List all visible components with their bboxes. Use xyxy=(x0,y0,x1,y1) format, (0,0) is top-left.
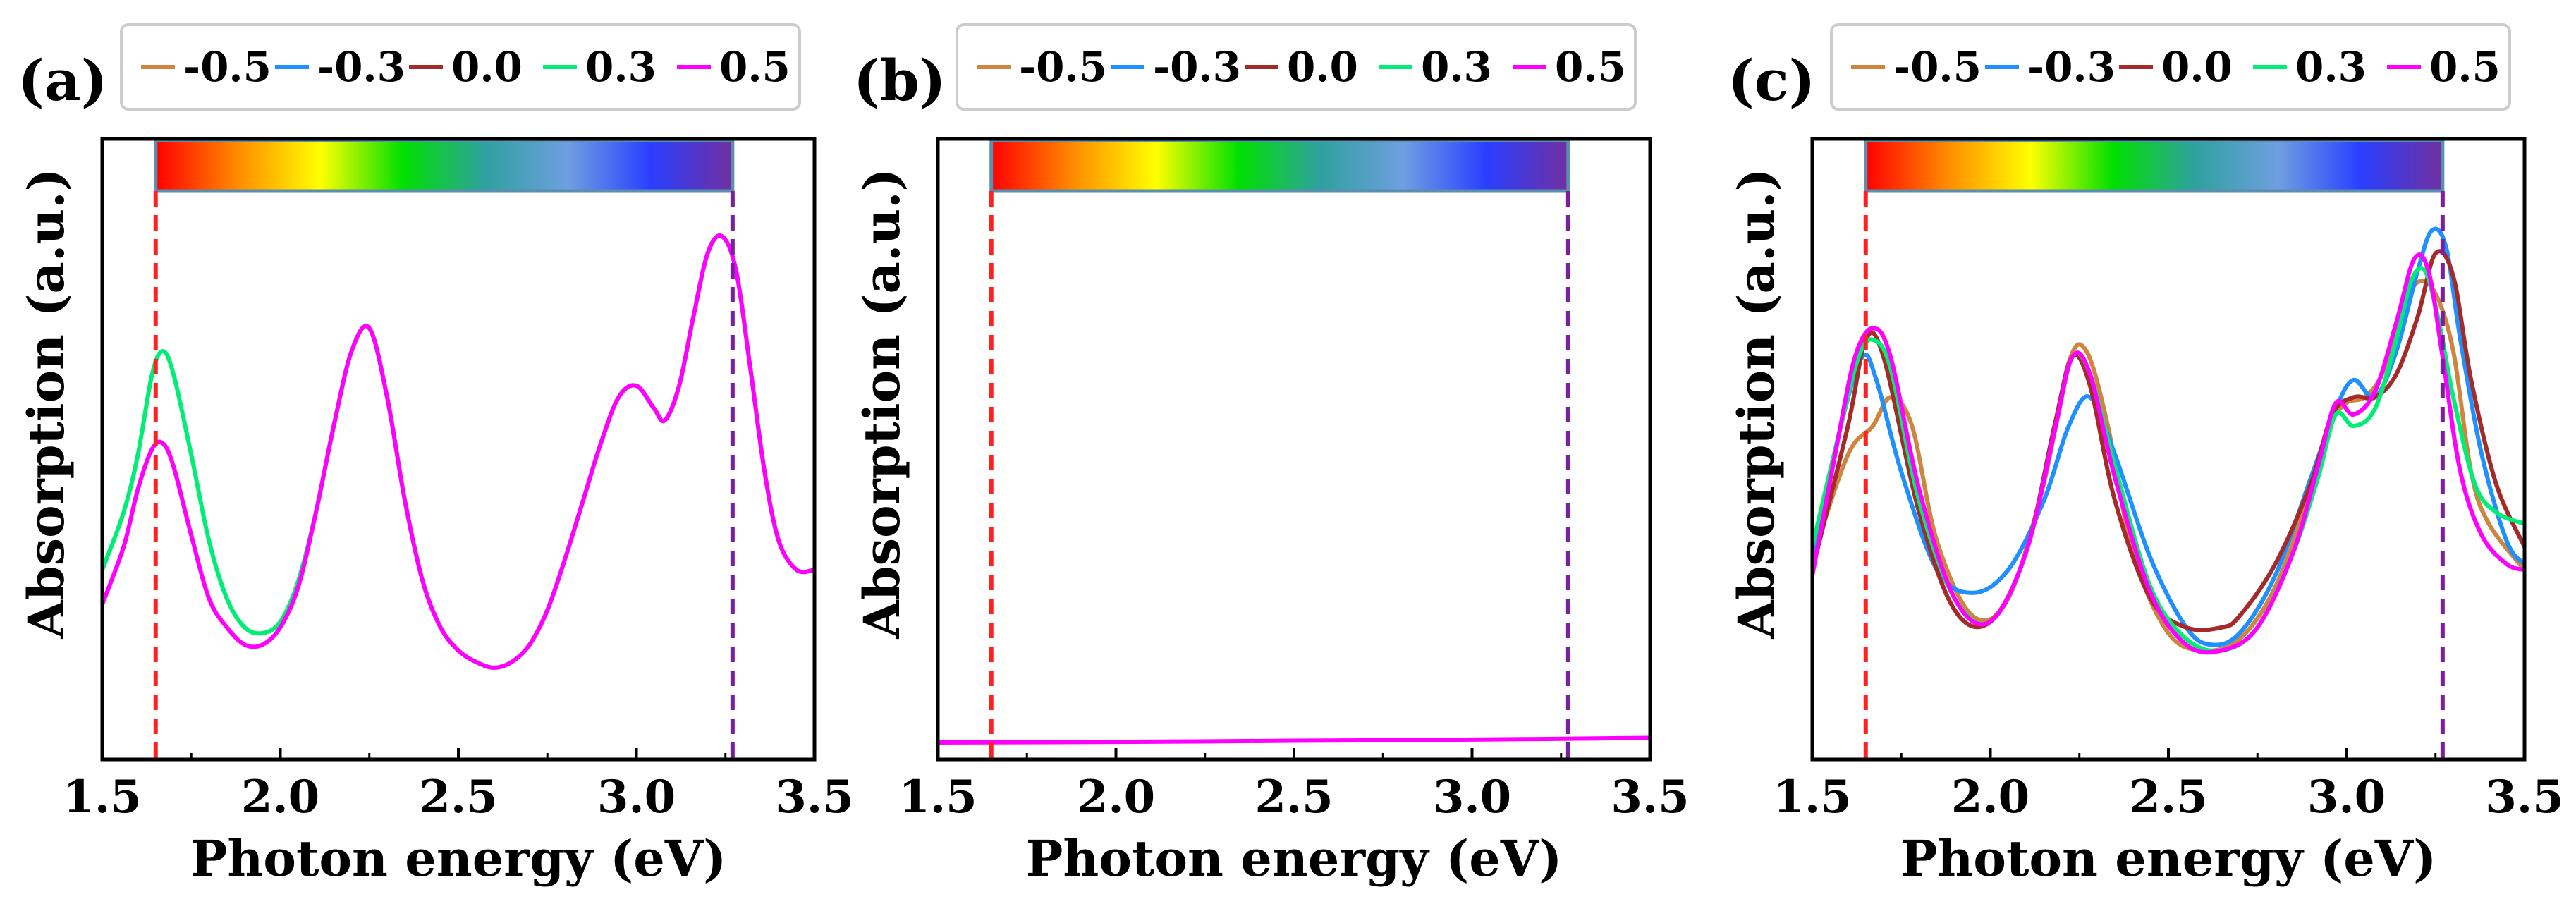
panel-a-series-0.5 xyxy=(102,233,814,670)
panel-c-legend: -0.5 -0.3 0.0 0.3 0.5 xyxy=(1830,23,2511,111)
panel-a-xtick-label-4: 3.5 xyxy=(775,771,853,824)
panel-c-xtick-label-2: 2.5 xyxy=(2129,771,2207,824)
panel-c-xtick-label-1: 2.0 xyxy=(1951,771,2029,824)
panel-b-x-axis-label: Photon energy (eV) xyxy=(1026,829,1562,888)
panel-a-xtick-label-3: 3.0 xyxy=(597,771,676,824)
panel-b-xtick-label-4: 3.5 xyxy=(1611,771,1689,824)
panel-b-frame xyxy=(936,137,1652,762)
panel-c-spectrum-colorbar xyxy=(1864,138,2445,193)
panel-c-legend-box xyxy=(1830,23,2511,111)
panel-a-legend-label-0.5: 0.5 xyxy=(719,43,790,91)
panel-c-xtick-label-4: 3.5 xyxy=(2485,771,2563,824)
panel-a-frame xyxy=(100,137,817,762)
panel-b-legend: -0.5 -0.3 0.0 0.3 0.5 xyxy=(956,23,1637,111)
panel-c-legend-label--0.3: -0.3 xyxy=(2027,43,2116,91)
panel-a-legend-label--0.5: -0.5 xyxy=(183,43,271,91)
panel-c-series-0.0 xyxy=(1812,249,2525,632)
panel-c-series--0.3 xyxy=(1812,226,2525,647)
panel-a-legend: -0.5 -0.3 0.0 0.3 0.5 xyxy=(120,23,801,111)
panel-c-legend-label-0.5: 0.5 xyxy=(2429,43,2501,91)
panel-b-legend-label-0.0: 0.0 xyxy=(1287,43,1358,91)
panel-b-xtick-label-2: 2.5 xyxy=(1255,771,1333,824)
panel-c-legend-label-0.0: 0.0 xyxy=(2161,43,2233,91)
panel-a-legend-label--0.3: -0.3 xyxy=(317,43,405,91)
panel-a-legend-label-0.3: 0.3 xyxy=(585,43,657,91)
panel-a-plot-area: 1.5 2.0 2.5 3.0 3.5 xyxy=(63,137,854,824)
panel-c-plot-area: 1.5 2.0 2.5 3.0 3.5 xyxy=(1773,137,2564,824)
panel-b-xtick-label-3: 3.0 xyxy=(1433,771,1511,824)
panel-c-label: (c) xyxy=(1728,47,1815,114)
panel-b-y-axis-label: Absorption (a.u.) xyxy=(853,168,911,639)
panel-b-legend-label-0.5: 0.5 xyxy=(1555,43,1626,91)
panel-c-series-0.3 xyxy=(1812,266,2525,654)
panel-c-xtick-label-3: 3.0 xyxy=(2307,771,2386,824)
panel-b-legend-label-0.3: 0.3 xyxy=(1421,43,1492,91)
panel-b-legend-box xyxy=(956,23,1637,111)
panel-b-legend-label--0.3: -0.3 xyxy=(1153,43,1241,91)
panel-b-xtick-label-1: 2.0 xyxy=(1077,771,1155,824)
panel-a-xtick-label-2: 2.5 xyxy=(419,771,497,824)
panel-a-y-axis-label: Absorption (a.u.) xyxy=(17,168,75,639)
panel-a-legend-label-0.0: 0.0 xyxy=(451,43,523,91)
panel-c-x-axis-label: Photon energy (eV) xyxy=(1900,829,2436,888)
panel-b-spectrum-colorbar xyxy=(989,138,1570,193)
panel-b: (b) 1.5 2.0 2.5 3.0 3.5 -0.5 -0.3 0.0 0.3 0.5 Ph… xyxy=(853,23,1690,888)
panel-c-series-0.5 xyxy=(1812,252,2525,655)
panel-b-legend-label--0.5: -0.5 xyxy=(1019,43,1107,91)
panel-b-plot-area: 1.5 2.0 2.5 3.0 3.5 xyxy=(898,137,1690,824)
panel-b-series-0.5 xyxy=(938,735,1650,745)
panel-b-label: (b) xyxy=(853,47,946,114)
panel-c-xtick-label-0: 1.5 xyxy=(1773,771,1851,824)
panel-c-legend-label--0.5: -0.5 xyxy=(1893,43,1982,91)
panel-a-spectrum-colorbar xyxy=(154,138,735,193)
panel-c-legend-label-0.3: 0.3 xyxy=(2295,43,2367,91)
panel-a-legend-box xyxy=(120,23,801,111)
panel-c: (c) 1.5 2.0 2.5 3.0 3.5 -0.5 -0.3 0.0 0.3 0.5 Ph… xyxy=(1727,23,2564,888)
panel-a-xtick-label-0: 1.5 xyxy=(63,771,141,824)
panel-a-label: (a) xyxy=(18,47,108,114)
panel-b-xtick-label-0: 1.5 xyxy=(898,771,977,824)
panel-c-y-axis-label: Absorption (a.u.) xyxy=(1727,168,1786,639)
panel-a-xtick-label-1: 2.0 xyxy=(241,771,319,824)
panel-a: (a) 1.5 2.0 2.5 3.0 3.5 -0.5 -0.3 0.0 0.3 0.5 Ph… xyxy=(17,23,854,888)
panel-a-x-axis-label: Photon energy (eV) xyxy=(190,829,726,888)
